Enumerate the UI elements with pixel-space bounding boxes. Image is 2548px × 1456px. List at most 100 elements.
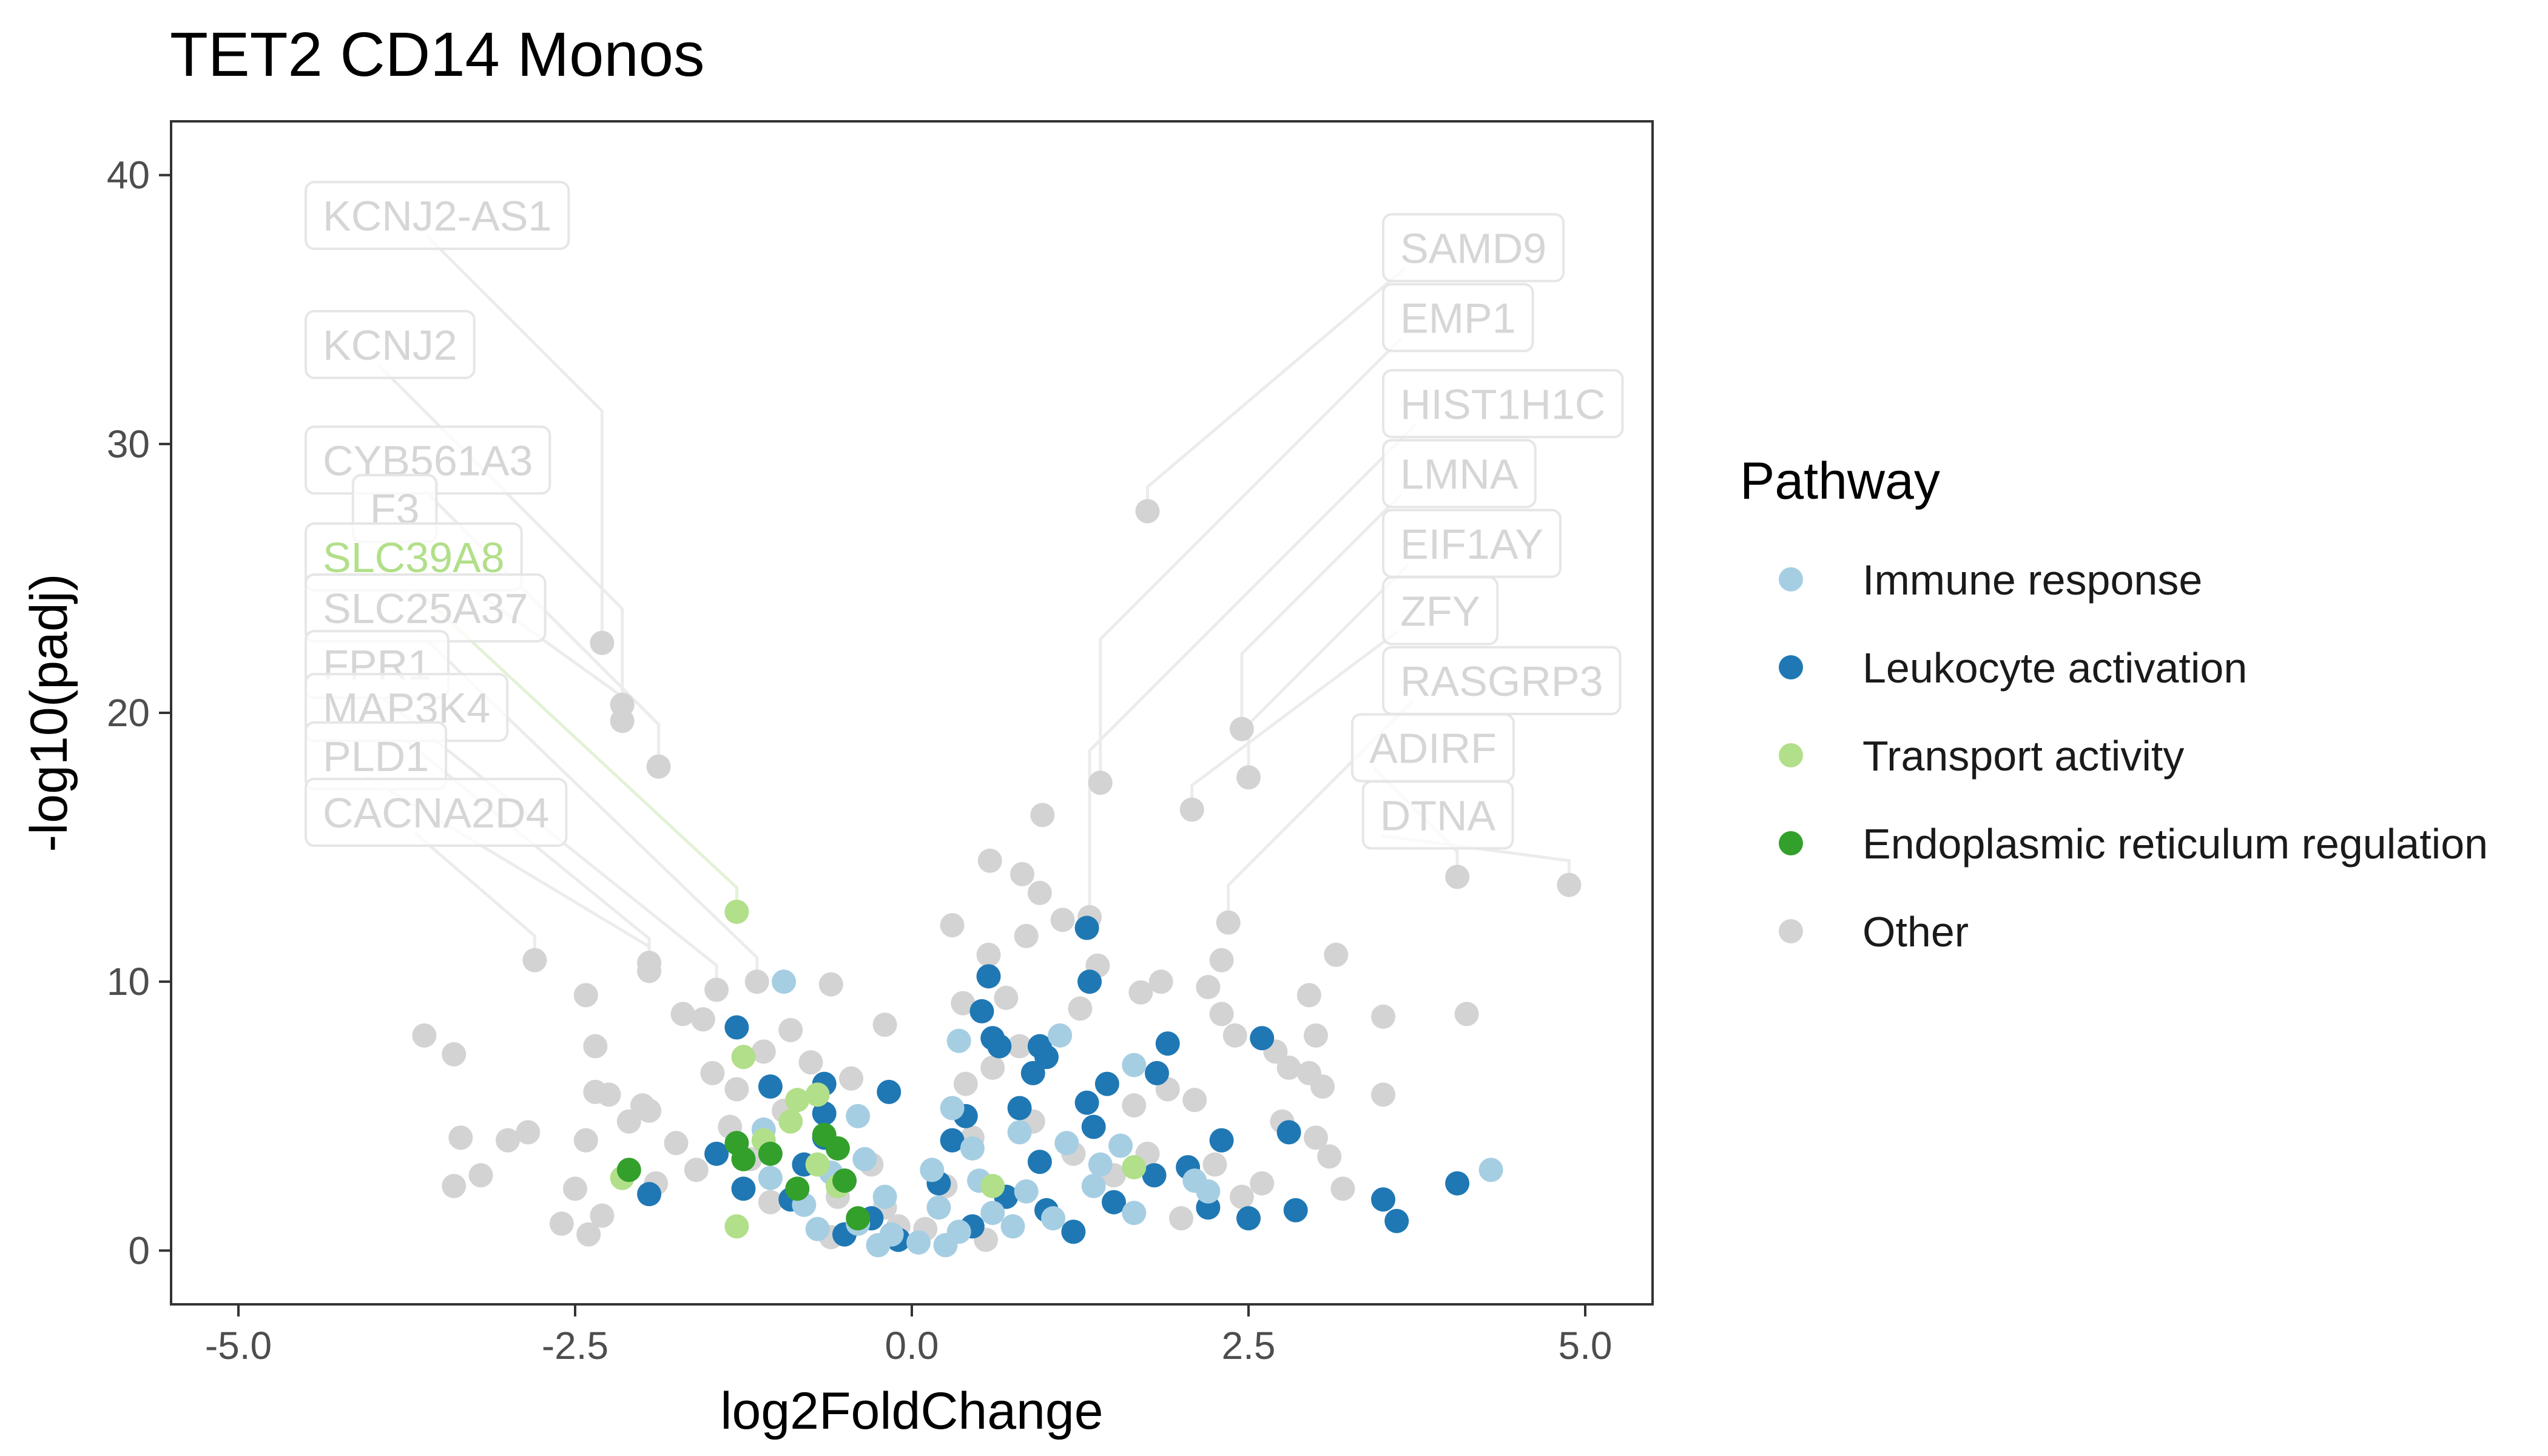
x-axis: -5.0 -2.5 0.0 2.5 5.0 <box>205 1304 1613 1367</box>
data-point-184 <box>1041 1206 1066 1231</box>
data-point-147 <box>1102 1190 1126 1215</box>
data-point-76 <box>751 1039 776 1064</box>
gene-label-cacna2d4: CACNA2D4 <box>305 777 568 847</box>
y-tick-label: 30 <box>107 422 150 466</box>
data-point-13 <box>1445 864 1470 889</box>
data-point-215 <box>846 1206 871 1231</box>
data-point-34 <box>1296 983 1321 1008</box>
data-point-21 <box>976 942 1001 967</box>
data-point-31 <box>704 977 729 1002</box>
y-axis: 0 10 20 30 40 <box>107 153 171 1272</box>
data-point-198 <box>785 1088 810 1113</box>
data-point-171 <box>1478 1158 1503 1182</box>
data-point-39 <box>1454 1002 1479 1026</box>
data-point-131 <box>1007 1096 1032 1121</box>
data-point-55 <box>637 1098 662 1123</box>
data-point-153 <box>731 1176 756 1201</box>
data-point-189 <box>805 1216 830 1241</box>
data-point-191 <box>960 1136 985 1161</box>
data-point-160 <box>946 1028 971 1053</box>
legend-swatch <box>1779 831 1803 855</box>
gene-label-dtna: DTNA <box>1361 780 1514 850</box>
data-point-43 <box>1304 1023 1328 1048</box>
data-point-33 <box>1128 980 1153 1005</box>
data-point-58 <box>448 1125 473 1150</box>
data-points <box>412 499 1582 1258</box>
data-point-67 <box>590 1203 615 1228</box>
gene-label-box <box>1382 439 1537 508</box>
data-point-16 <box>1050 908 1075 932</box>
legend-label: Transport activity <box>1862 732 2184 780</box>
data-point-110 <box>1077 969 1102 994</box>
data-point-65 <box>442 1174 467 1198</box>
data-point-59 <box>573 1128 598 1153</box>
legend-label: Immune response <box>1862 556 2202 604</box>
data-point-197 <box>805 1082 830 1107</box>
data-point-5 <box>1229 716 1254 741</box>
data-point-214 <box>785 1176 810 1201</box>
y-axis-title: -log10(padj) <box>20 574 78 852</box>
data-point-9 <box>1030 803 1055 827</box>
data-point-32 <box>573 983 598 1008</box>
data-point-211 <box>731 1147 756 1171</box>
data-point-64 <box>468 1163 493 1188</box>
connector-line-10 <box>1146 267 1406 500</box>
x-tick-label: 5.0 <box>1559 1324 1613 1367</box>
data-point-11 <box>1010 861 1035 886</box>
data-point-63 <box>1317 1144 1342 1169</box>
gene-label-kcnj2-as1: KCNJ2-AS1 <box>305 181 570 251</box>
gene-label-text: PLD1 <box>323 733 429 780</box>
data-point-192 <box>1088 1152 1113 1177</box>
data-point-185 <box>1081 1174 1106 1198</box>
data-point-69 <box>576 1222 601 1247</box>
gene-label-text: SAMD9 <box>1400 224 1546 272</box>
data-point-128 <box>704 1141 729 1166</box>
data-point-57 <box>496 1128 520 1153</box>
data-point-134 <box>1209 1128 1234 1153</box>
legend-swatch <box>1779 655 1803 679</box>
legend-item-4: Other <box>1779 908 1969 956</box>
data-point-199 <box>778 1109 803 1134</box>
data-point-205 <box>1122 1154 1147 1179</box>
data-point-114 <box>987 1034 1012 1059</box>
connector-line-5 <box>414 627 759 971</box>
x-tick-label: -2.5 <box>542 1324 608 1367</box>
data-point-158 <box>1027 1150 1052 1175</box>
data-point-156 <box>1061 1219 1086 1244</box>
data-point-135 <box>1276 1120 1301 1145</box>
data-point-0 <box>1135 499 1160 524</box>
data-point-161 <box>1048 1023 1073 1048</box>
data-point-126 <box>812 1101 837 1126</box>
data-point-23 <box>522 948 547 972</box>
data-point-82 <box>1122 1093 1147 1118</box>
data-point-45 <box>442 1042 467 1067</box>
legend-item-2: Transport activity <box>1779 732 2184 780</box>
x-tick-label: 0.0 <box>885 1324 939 1367</box>
y-tick-label: 20 <box>107 691 150 735</box>
data-point-10 <box>977 848 1002 873</box>
data-point-204 <box>724 1214 749 1239</box>
data-point-174 <box>758 1165 783 1190</box>
gene-label-text: KCNJ2-AS1 <box>323 192 551 240</box>
connector-line-11 <box>1099 337 1403 772</box>
gene-label-text: EMP1 <box>1400 295 1516 342</box>
legend-label: Endoplasmic reticulum regulation <box>1862 820 2488 868</box>
connector-line-4 <box>402 576 738 901</box>
data-point-172 <box>852 1147 877 1171</box>
data-point-77 <box>798 1050 823 1075</box>
data-point-159 <box>772 969 797 994</box>
data-point-52 <box>596 1082 621 1107</box>
gene-label-samd9: SAMD9 <box>1382 213 1565 283</box>
data-point-42 <box>1222 1023 1247 1048</box>
connector-line-0 <box>426 235 604 632</box>
data-point-129 <box>637 1182 662 1207</box>
gene-label-text: ADIRF <box>1369 725 1497 772</box>
data-point-40 <box>872 1013 897 1037</box>
data-point-109 <box>1074 915 1099 940</box>
gene-label-text: RASGRP3 <box>1400 658 1603 705</box>
data-point-37 <box>690 1007 715 1032</box>
chart-title: TET2 CD14 Monos <box>170 19 705 89</box>
legend-item-0: Immune response <box>1779 556 2202 604</box>
data-point-78 <box>953 1071 978 1096</box>
